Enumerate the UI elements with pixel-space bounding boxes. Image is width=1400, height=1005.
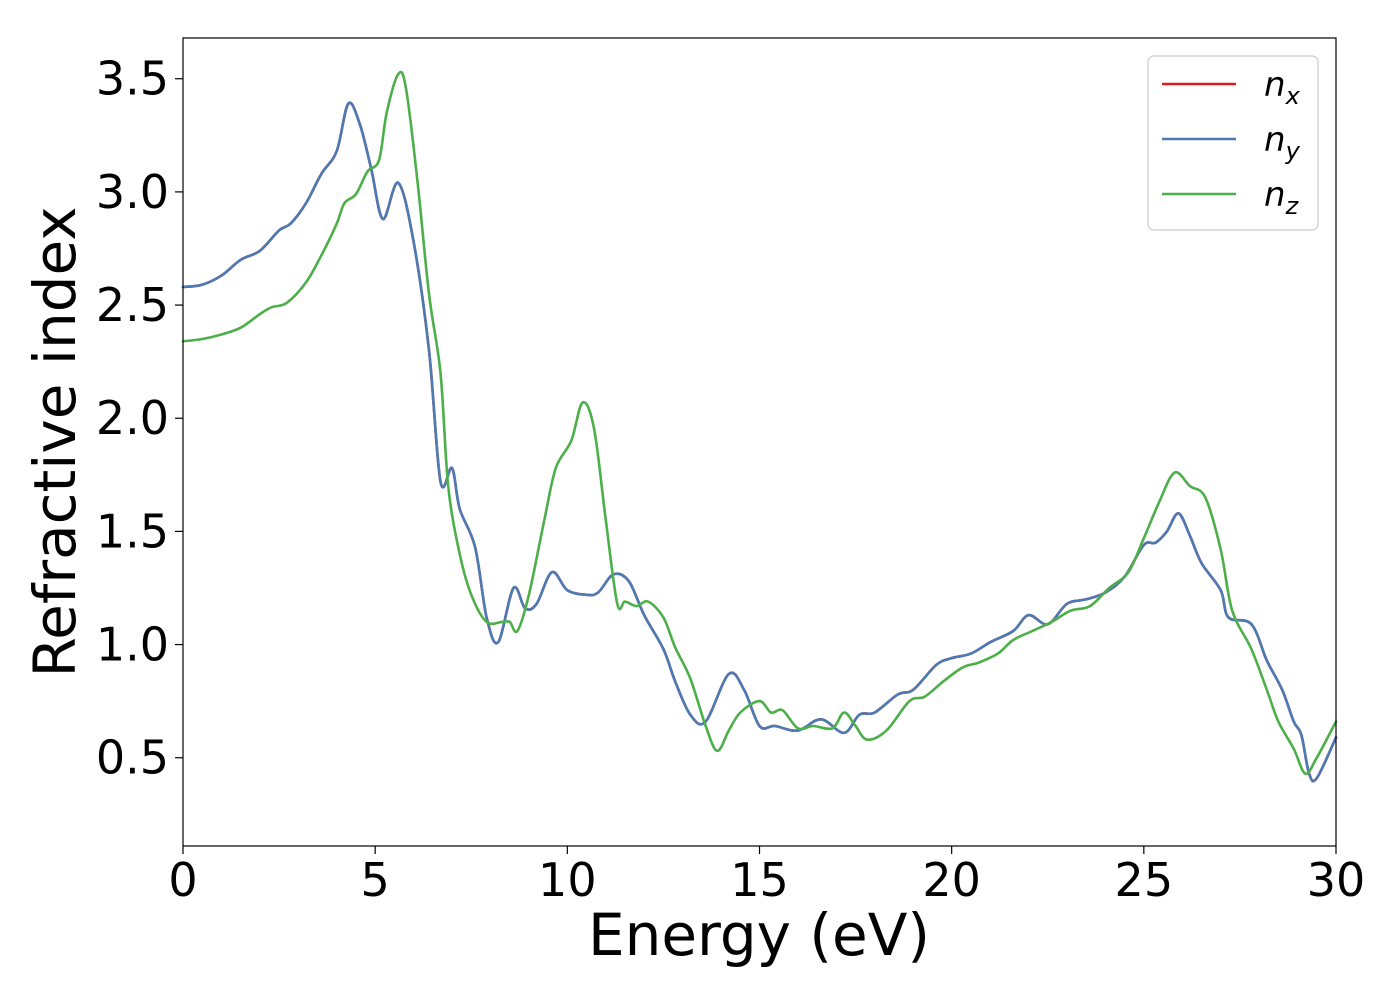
y-axis: 0.5 1.0 1.5 2.0 2.5 3.0 3.5 bbox=[96, 52, 183, 785]
legend-label-base: n bbox=[1264, 65, 1286, 105]
x-tick-label: 20 bbox=[922, 853, 981, 907]
series-line-ny bbox=[181, 101, 1338, 783]
legend-label-ny: ny bbox=[1264, 120, 1301, 165]
y-tick-label: 1.5 bbox=[96, 504, 169, 558]
y-tick-label: 2.5 bbox=[96, 278, 169, 332]
x-tick-label: 15 bbox=[730, 853, 789, 907]
plot-background bbox=[183, 38, 1336, 846]
y-tick-label: 1.0 bbox=[96, 618, 169, 672]
legend-label-base: n bbox=[1264, 120, 1286, 160]
series-line-nz bbox=[181, 70, 1338, 776]
x-tick-label: 25 bbox=[1115, 853, 1174, 907]
x-axis: 0 5 10 15 20 25 30 bbox=[168, 846, 1365, 907]
x-tick-label: 5 bbox=[361, 853, 390, 907]
y-tick-label: 2.0 bbox=[96, 391, 169, 445]
y-tick-label: 3.5 bbox=[96, 52, 169, 106]
legend-label-subscript: y bbox=[1285, 137, 1301, 165]
x-tick-label: 30 bbox=[1307, 853, 1366, 907]
legend-label-subscript: x bbox=[1285, 82, 1301, 110]
y-tick-label: 0.5 bbox=[96, 731, 169, 785]
x-tick-label: 0 bbox=[168, 853, 197, 907]
legend-label-subscript: z bbox=[1285, 192, 1300, 220]
y-axis-title: Refractive index bbox=[21, 206, 89, 677]
y-tick-label: 3.0 bbox=[96, 165, 169, 219]
legend-box bbox=[1147, 55, 1319, 231]
legend-label-nz: nz bbox=[1264, 175, 1300, 220]
x-axis-title: Energy (eV) bbox=[588, 901, 930, 969]
series-layer bbox=[181, 70, 1338, 783]
legend-label-nx: nx bbox=[1264, 65, 1301, 110]
x-tick-label: 10 bbox=[538, 853, 597, 907]
legend-label-base: n bbox=[1264, 175, 1286, 215]
